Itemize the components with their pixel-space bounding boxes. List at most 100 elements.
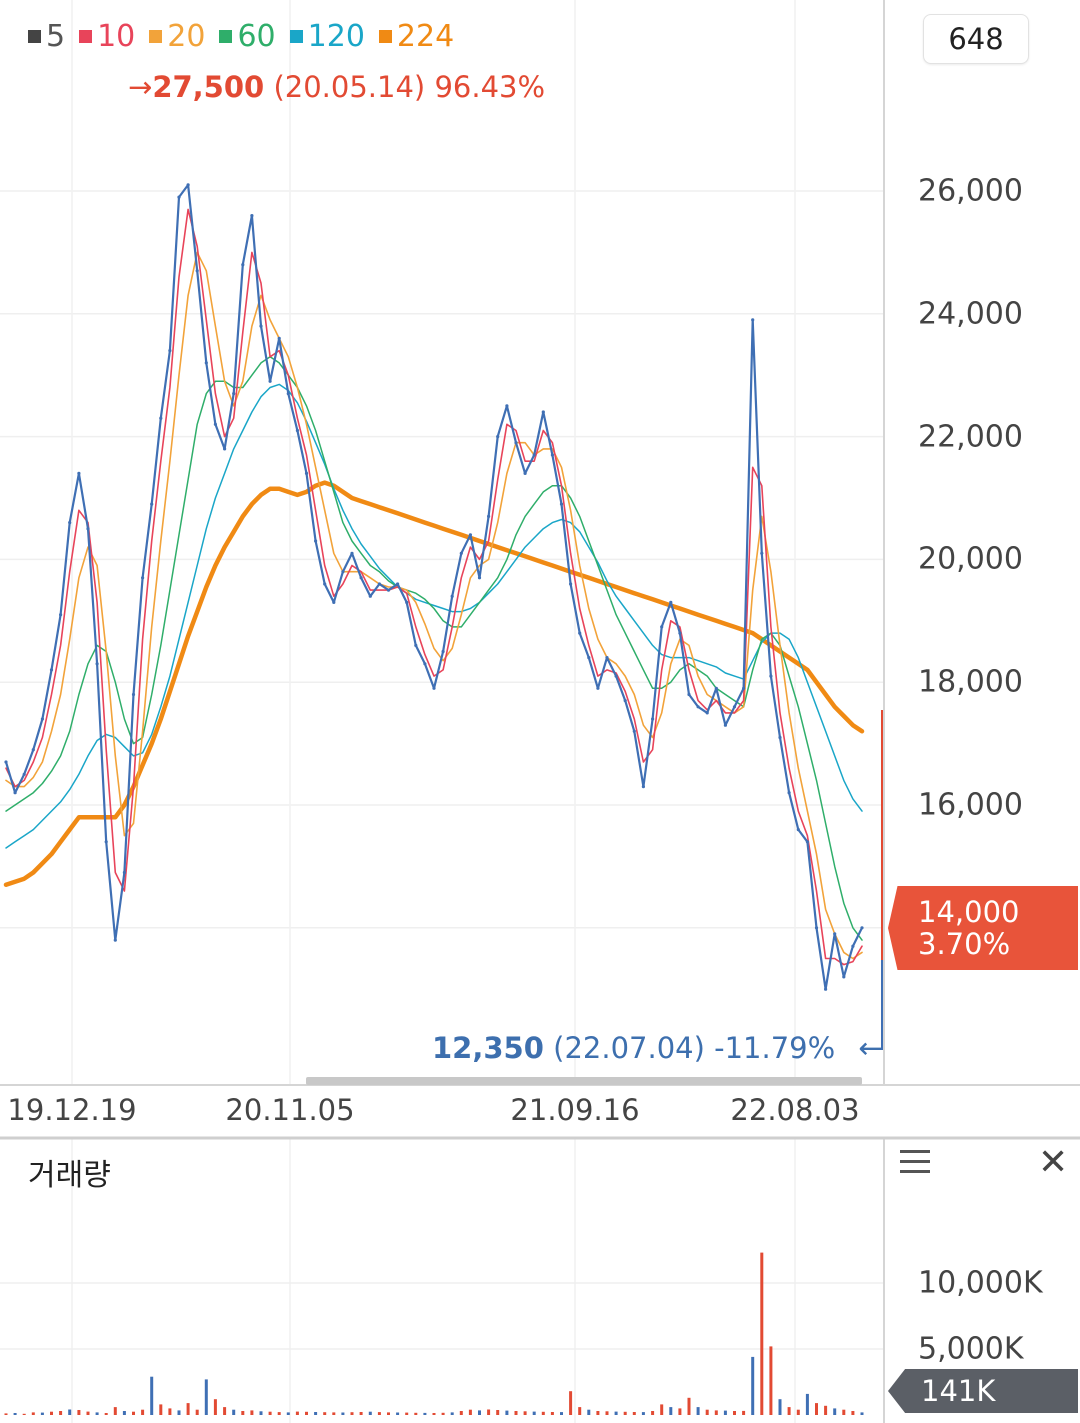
- price-point: [578, 631, 582, 635]
- price-point: [687, 692, 691, 697]
- price-point: [769, 674, 773, 678]
- legend-item-5[interactable]: 5: [28, 19, 65, 54]
- price-point: [523, 471, 527, 475]
- volume-bar: [213, 1399, 217, 1415]
- legend-item-120[interactable]: 120: [289, 19, 365, 54]
- price-point: [760, 551, 764, 555]
- price-point: [723, 723, 728, 727]
- price-point: [851, 944, 855, 948]
- price-point: [496, 435, 500, 439]
- price-point: [304, 471, 309, 475]
- price-point: [186, 183, 190, 187]
- volume-bar: [514, 1411, 518, 1415]
- price-series-layer: [3, 183, 865, 991]
- legend-item-20[interactable]: 20: [149, 19, 205, 54]
- volume-bars-layer: [4, 1252, 864, 1415]
- low-price-date: (22.07.04): [553, 1031, 705, 1065]
- price-point: [796, 828, 800, 832]
- price-point: [250, 214, 254, 218]
- volume-bar: [4, 1413, 8, 1415]
- close-icon[interactable]: ✕: [1038, 1142, 1069, 1183]
- volume-bar: [505, 1410, 509, 1415]
- legend-swatch: [149, 29, 163, 43]
- volume-panel-title: 거래량: [28, 1158, 111, 1193]
- volume-bar: [787, 1407, 791, 1415]
- volume-bar: [241, 1411, 245, 1415]
- price-point: [742, 686, 746, 690]
- left-arrow-icon: ←: [858, 1031, 883, 1065]
- series-line-120: [5, 383, 863, 849]
- price-point: [660, 625, 664, 629]
- legend-label: 224: [396, 18, 455, 54]
- time-tick-label: 20.11.05: [225, 1093, 355, 1127]
- volume-bar: [31, 1412, 35, 1415]
- price-point: [104, 840, 108, 844]
- volume-tick-label: 10,000K: [918, 1265, 1043, 1301]
- period-value: 648: [948, 22, 1004, 56]
- time-tick-label: 21.09.16: [510, 1093, 640, 1127]
- legend-item-60[interactable]: 60: [219, 19, 276, 54]
- price-point: [532, 453, 536, 457]
- low-price-marker: 12,350 (22.07.04) -11.79% ←: [432, 1031, 883, 1065]
- chart-scrollbar[interactable]: [306, 1077, 862, 1085]
- price-point: [168, 349, 172, 353]
- high-price-marker: →27,500 (20.05.14) 96.43%: [128, 70, 545, 104]
- price-point: [159, 416, 163, 420]
- price-point: [141, 576, 145, 580]
- price-point: [122, 870, 126, 875]
- volume-bar: [113, 1407, 117, 1415]
- volume-bar: [760, 1252, 764, 1415]
- price-point: [22, 772, 26, 776]
- volume-bar: [815, 1403, 818, 1415]
- period-selector-button[interactable]: 648: [923, 14, 1029, 64]
- hamburger-menu-icon[interactable]: [900, 1150, 930, 1176]
- volume-bar: [104, 1413, 108, 1415]
- current-price-pct: 3.70%: [918, 927, 1011, 961]
- volume-bar: [860, 1412, 864, 1415]
- legend-swatch: [28, 29, 41, 43]
- volume-bar: [569, 1391, 573, 1415]
- price-tick-label: 24,000: [918, 296, 1023, 332]
- volume-bar: [496, 1410, 500, 1415]
- price-point: [477, 576, 482, 580]
- volume-bar: [769, 1346, 773, 1415]
- volume-bar: [50, 1411, 53, 1415]
- volume-bar: [705, 1409, 709, 1415]
- price-tick-label: 18,000: [918, 664, 1023, 700]
- volume-bar: [751, 1356, 755, 1415]
- price-point: [732, 705, 737, 709]
- price-point: [232, 392, 236, 396]
- volume-bar: [77, 1410, 81, 1415]
- volume-bar: [596, 1411, 600, 1415]
- price-point: [423, 662, 427, 666]
- price-point: [314, 539, 318, 543]
- volume-bar: [405, 1412, 409, 1415]
- legend-item-224[interactable]: 224: [378, 18, 455, 54]
- volume-bar: [723, 1410, 727, 1415]
- volume-grid: [0, 1282, 884, 1350]
- right-arrow-icon: →: [128, 70, 153, 104]
- price-point: [787, 791, 791, 795]
- price-point: [31, 748, 35, 752]
- current-volume-tag: 141K: [888, 1369, 1078, 1413]
- volume-bar: [13, 1413, 17, 1415]
- price-point: [541, 410, 545, 414]
- volume-bar: [314, 1412, 318, 1415]
- price-point: [131, 692, 136, 697]
- volume-bar: [22, 1413, 26, 1415]
- price-point: [432, 686, 436, 690]
- series-line-224: [3, 480, 865, 888]
- price-point: [651, 717, 655, 721]
- price-point: [177, 195, 181, 199]
- volume-bar: [459, 1411, 463, 1415]
- legend-swatch: [219, 29, 233, 43]
- volume-tick-label: 5,000K: [918, 1331, 1024, 1367]
- price-point: [824, 987, 828, 991]
- legend-item-10[interactable]: 10: [79, 19, 135, 54]
- current-price-value: 14,000: [918, 895, 1020, 929]
- price-point: [468, 533, 472, 537]
- price-point: [13, 791, 17, 795]
- legend-swatch: [378, 29, 392, 43]
- volume-bar: [177, 1410, 181, 1415]
